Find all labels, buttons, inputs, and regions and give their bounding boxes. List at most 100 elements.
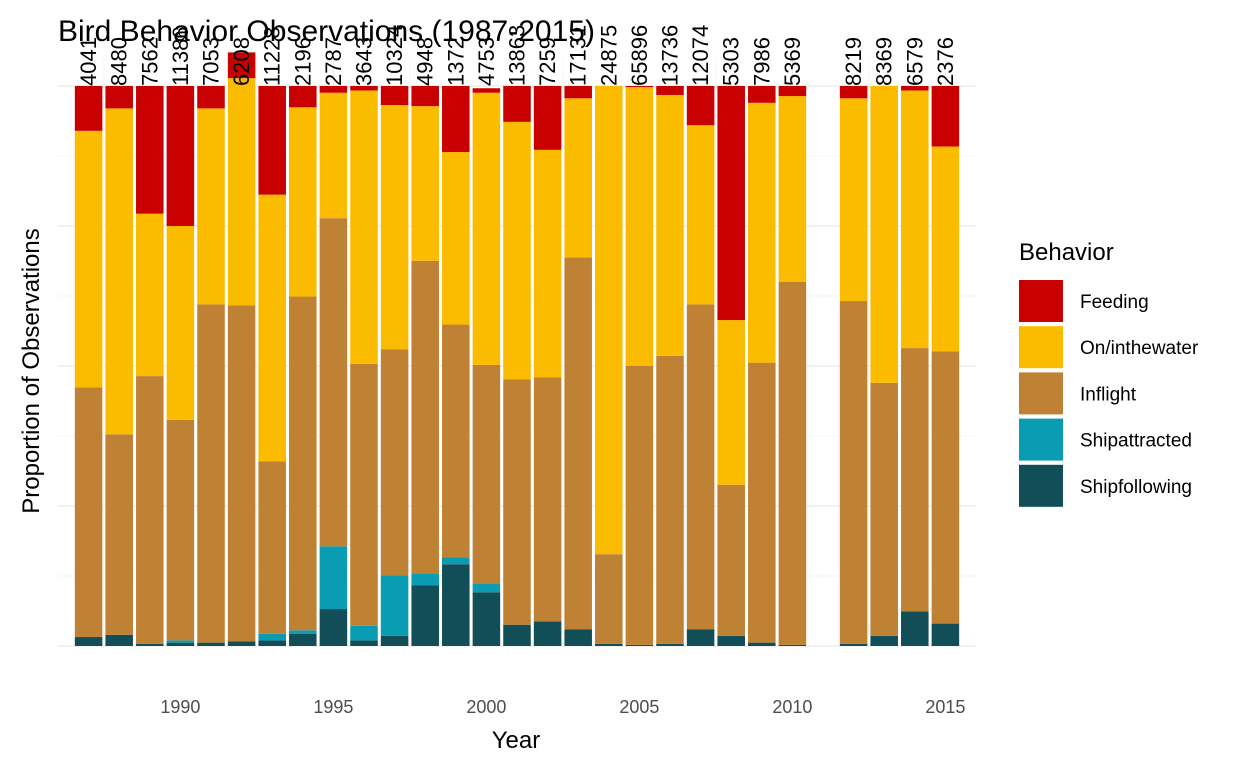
bar-segment-on-inthewater [136,213,164,377]
bar-segment-feeding [166,86,195,226]
bar-segment-feeding [686,86,715,126]
bar-segment-shipfollowing [472,592,501,646]
bar-segment-on-inthewater [74,130,103,388]
count-label: 11386 [168,26,193,86]
bar-segment-feeding [442,86,470,153]
bar-segment-shipfollowing [319,609,348,646]
bar-segment-feeding [625,86,654,88]
count-label: 12074 [688,25,713,86]
bar-segment-shipfollowing [411,585,439,646]
bar-segment-shipfollowing [503,624,531,646]
bar-segment-inflight [227,305,256,642]
bar-segment-shipattracted [319,546,348,610]
bar-segment-shipfollowing [778,644,807,646]
legend-key [1019,326,1063,369]
bar-segment-feeding [350,86,378,91]
bar-segment-feeding [778,86,807,97]
bar-segment-on-inthewater [748,102,776,363]
legend-key [1019,418,1063,461]
bar-segment-on-inthewater [472,92,501,365]
bar-segment-feeding [105,86,133,109]
bar-segment-inflight [901,348,929,612]
bar-segment-on-inthewater [839,98,868,302]
bar-segment-shipfollowing [931,623,960,646]
bar-segment-inflight [166,419,195,641]
bar-segment-inflight [136,376,164,644]
legend-label: Inflight [1080,384,1137,405]
bar-segment-inflight [717,484,745,636]
bar-segment-on-inthewater [166,226,195,420]
bar-segment-shipattracted [350,625,378,641]
count-label: 4041 [76,37,101,86]
bar-segment-shipfollowing [748,642,776,646]
bar-segment-inflight [503,379,531,625]
legend-key [1019,372,1063,415]
bar-segment-shipfollowing [380,635,409,646]
count-label: 5369 [780,37,805,86]
bar-segment-on-inthewater [656,94,684,356]
bar-segment-feeding [380,86,409,106]
bar-segment-feeding [931,86,960,147]
bar-segment-shipfollowing [686,629,715,646]
count-label: 8369 [872,37,897,86]
count-label: 7986 [749,37,774,86]
bar-segment-on-inthewater [411,106,439,261]
bar-segment-inflight [870,382,898,636]
bar-segment-shipfollowing [625,644,654,646]
count-label: 5303 [719,37,744,86]
count-label: 17131 [566,25,591,86]
legend-label: Feeding [1080,292,1149,313]
bar-segment-on-inthewater [595,86,623,555]
x-axis-title: Year [492,727,541,754]
bar-segment-inflight [748,362,776,643]
bar-segment-feeding [564,86,592,99]
bar-segment-on-inthewater [319,92,348,219]
bar-segment-shipfollowing [74,637,103,646]
bar-segment-inflight [380,349,409,576]
count-label: 7259 [535,37,560,86]
bar-segment-feeding [136,86,164,214]
bar-segment-inflight [74,387,103,638]
bar-segment-feeding [472,88,501,93]
bar-segment-shipfollowing [350,640,378,646]
bar-segment-inflight [533,377,562,622]
bar-segment-feeding [411,86,439,107]
bar-segment-feeding [656,86,684,95]
bar-segment-shipattracted [289,630,317,634]
count-label: 7562 [137,37,162,86]
y-axis-title: Proportion of Observations [18,228,45,513]
legend-label: Shipattracted [1080,431,1192,452]
bar-segment-shipfollowing [656,643,684,646]
bar-segment-on-inthewater [442,152,470,325]
x-tick-label: 1990 [160,697,200,717]
count-label: 7053 [199,37,224,86]
bar-segment-shipfollowing [136,643,164,646]
bar-segment-on-inthewater [380,105,409,350]
x-tick-label: 2010 [772,697,812,717]
count-label: 6579 [902,37,927,86]
bar-segment-on-inthewater [870,86,898,383]
bar-segment-on-inthewater [931,146,960,352]
bar-segment-on-inthewater [503,121,531,380]
bar-segment-shipfollowing [533,621,562,646]
bar-segment-inflight [931,351,960,624]
count-label: 2376 [933,37,958,86]
bar-segment-on-inthewater [197,108,225,305]
bar-segment-inflight [350,363,378,626]
bar-segment-shipfollowing [289,633,317,646]
bar-segment-feeding [717,86,745,321]
bar-segment-on-inthewater [778,96,807,282]
bar-segment-inflight [442,324,470,558]
bar-segment-shipfollowing [227,641,256,646]
bar-segment-on-inthewater [717,320,745,485]
bar-segment-on-inthewater [901,90,929,349]
bar-segment-on-inthewater [105,108,133,435]
bar-segment-on-inthewater [289,107,317,297]
bar-segment-shipattracted [472,583,501,593]
count-label: 3643 [352,37,377,86]
bar-segment-feeding [839,86,868,99]
bar-segment-feeding [227,52,256,79]
count-label: 8219 [841,37,866,86]
bar-segment-inflight [595,554,623,644]
